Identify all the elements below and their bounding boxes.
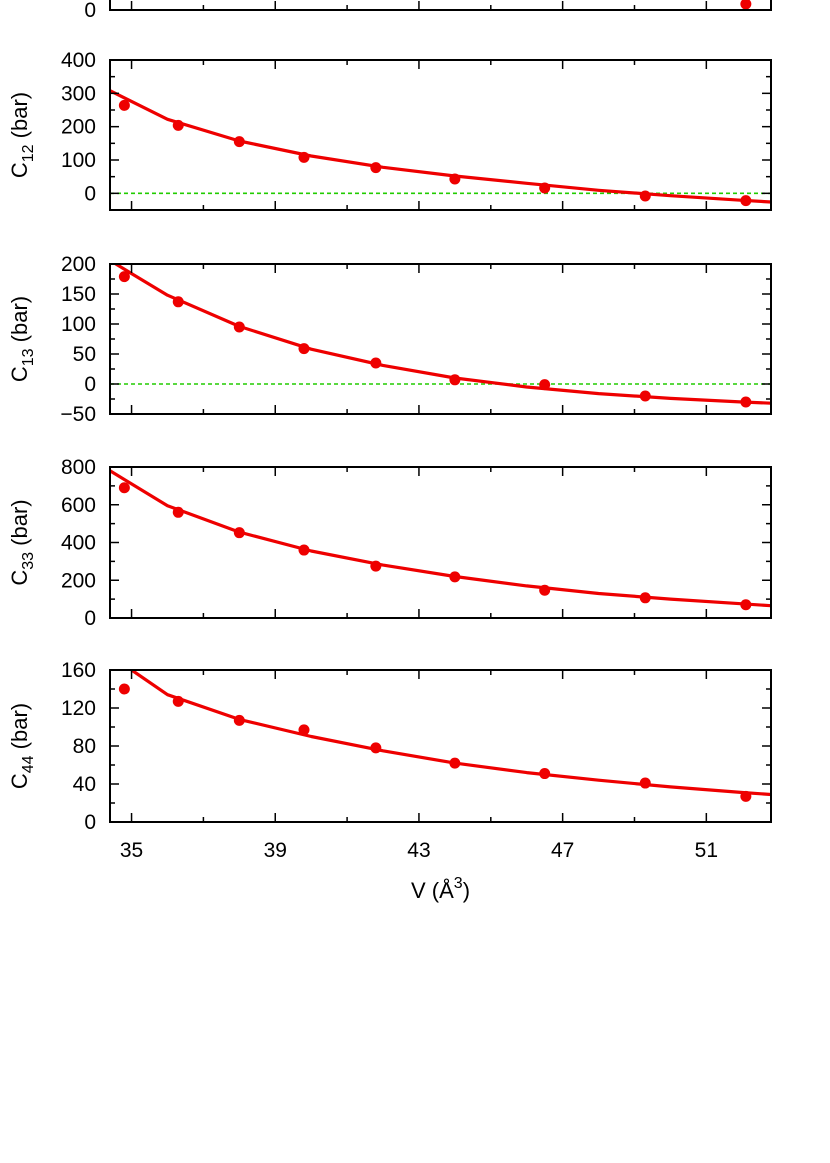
plot-frame — [109, 59, 772, 211]
y-tick-label: 0 — [84, 0, 96, 22]
y-tick-label: −50 — [60, 403, 96, 426]
data-point — [298, 343, 310, 355]
data-point — [370, 357, 382, 369]
data-point — [639, 190, 651, 202]
data-point — [233, 714, 245, 726]
y-tick-label: 800 — [61, 456, 96, 479]
y-axis-label: C13 (bar) — [7, 296, 37, 382]
y-tick-label: 100 — [61, 149, 96, 172]
y-tick-label: 400 — [61, 532, 96, 555]
data-point — [370, 162, 382, 174]
panel-c13: −50 0 50 100 150 200 C13 (bar) — [7, 253, 772, 426]
data-point — [449, 173, 461, 185]
data-point — [298, 724, 310, 736]
y-tick-label: 0 — [84, 373, 96, 396]
panel-c44: 0 40 80 120 160 C44 (bar) 35 39 43 47 51 V (Å3) — [7, 659, 772, 903]
data-point — [172, 296, 184, 308]
data-point — [539, 379, 551, 391]
y-tick-label: 150 — [61, 283, 96, 306]
data-point — [740, 790, 752, 802]
y-tick-label: 120 — [61, 697, 96, 720]
data-point — [449, 757, 461, 769]
x-tick-label: 35 — [120, 839, 143, 862]
x-tick-label: 47 — [551, 839, 574, 862]
plot-frame — [109, 669, 772, 823]
panel-c12: 0 100 200 300 400 C12 (bar) — [7, 49, 772, 211]
data-point — [172, 119, 184, 131]
y-tick-label: 400 — [61, 49, 96, 72]
data-point — [172, 695, 184, 707]
data-point — [740, 396, 752, 408]
data-point — [118, 99, 130, 111]
y-tick-label: 300 — [61, 82, 96, 105]
panel-c11-partial: 0 — [84, 0, 772, 22]
data-point — [449, 571, 461, 583]
data-point — [370, 742, 382, 754]
data-point — [298, 544, 310, 556]
y-tick-label: 600 — [61, 494, 96, 517]
y-tick-label: 0 — [84, 607, 96, 630]
panel-c33: 0 200 400 600 800 C33 (bar) — [7, 456, 772, 630]
y-axis-label: C44 (bar) — [7, 703, 37, 789]
data-point — [118, 482, 130, 494]
plot-frame — [109, 263, 772, 415]
data-point — [639, 777, 651, 789]
data-point — [172, 506, 184, 518]
data-point — [233, 136, 245, 148]
y-tick-label: 200 — [61, 116, 96, 139]
y-tick-label: 50 — [73, 343, 96, 366]
data-point — [118, 271, 130, 283]
x-tick-label: 51 — [695, 839, 718, 862]
data-point — [539, 182, 551, 194]
y-axis-label: C12 (bar) — [7, 92, 37, 178]
data-point — [298, 151, 310, 163]
x-axis-label: V (Å3) — [411, 875, 470, 903]
fit-curve — [112, 264, 771, 405]
x-tick-label: 43 — [407, 839, 430, 862]
y-axis-label: C33 (bar) — [7, 499, 37, 585]
data-point — [118, 683, 130, 695]
fit-curve — [110, 89, 771, 204]
data-point — [740, 195, 752, 207]
x-tick-label: 39 — [264, 839, 287, 862]
plot-frame — [109, 0, 772, 11]
y-tick-label: 200 — [61, 569, 96, 592]
fit-curve — [110, 469, 771, 608]
y-tick-label: 40 — [73, 773, 96, 796]
plot-frame — [109, 466, 772, 619]
data-point — [740, 599, 752, 611]
data-point — [539, 584, 551, 596]
data-point — [539, 768, 551, 780]
data-point — [639, 390, 651, 402]
y-tick-label: 200 — [61, 253, 96, 276]
y-tick-label: 0 — [84, 182, 96, 205]
data-point — [639, 592, 651, 604]
y-tick-label: 80 — [73, 735, 96, 758]
y-tick-label: 100 — [61, 313, 96, 336]
fit-curve — [130, 670, 771, 797]
data-point — [740, 0, 752, 10]
data-point — [370, 560, 382, 572]
data-point — [233, 527, 245, 539]
y-tick-label: 0 — [84, 811, 96, 834]
y-tick-label: 160 — [61, 659, 96, 682]
data-point — [449, 374, 461, 386]
data-point — [233, 321, 245, 333]
